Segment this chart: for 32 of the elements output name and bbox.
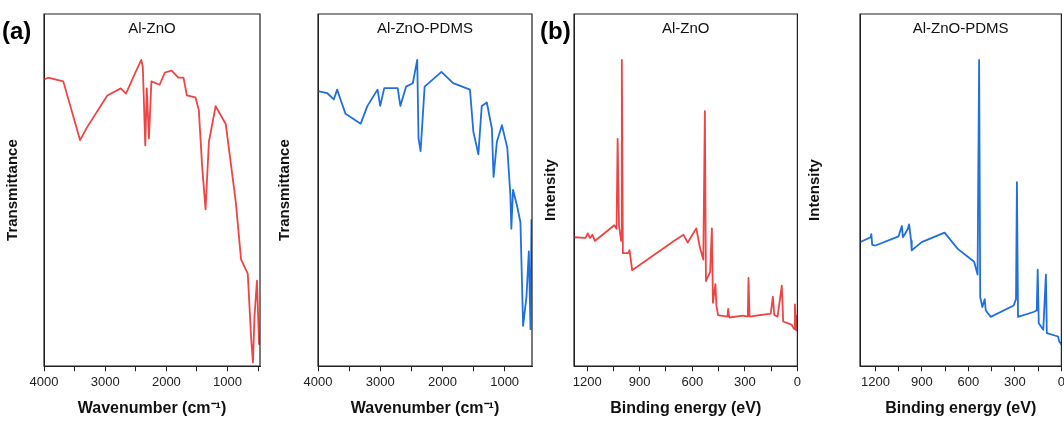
x-tick-label: 2000 xyxy=(151,373,181,389)
chart-title: Al-ZnO xyxy=(661,18,710,36)
x-tick-label: 3000 xyxy=(365,373,395,389)
x-axis-title: Wavenumber (cm⁻¹) xyxy=(77,398,227,416)
x-tick-label: 2000 xyxy=(427,373,457,389)
x-tick-label: 4000 xyxy=(29,373,59,389)
chart-title: Al-ZnO-PDMS xyxy=(912,18,1009,36)
chart-title: Al-ZnO xyxy=(128,18,176,36)
x-axis-title: Binding energy (eV) xyxy=(885,398,1037,416)
x-tick-label: 600 xyxy=(957,373,980,389)
y-axis-title: Intensity xyxy=(541,158,559,221)
x-tick-label: 600 xyxy=(681,373,704,389)
x-tick-label: 900 xyxy=(628,373,651,389)
x-axis-title: Wavenumber (cm⁻¹) xyxy=(350,398,500,416)
y-axis-title: Intensity xyxy=(805,158,823,221)
y-axis-title: Transmittance xyxy=(275,139,293,241)
x-tick-label: 300 xyxy=(733,373,756,389)
x-tick-label: 900 xyxy=(911,373,933,389)
x-tick-label: 0 xyxy=(793,373,801,389)
x-tick-label: 1200 xyxy=(572,373,602,389)
x-tick-label: 3000 xyxy=(90,373,120,389)
text: (a) xyxy=(2,16,32,44)
text: (b) xyxy=(540,16,571,44)
chart-title: Al-ZnO-PDMS xyxy=(377,18,473,36)
y-axis-title: Transmittance xyxy=(3,139,21,241)
x-axis-title: Binding energy (eV) xyxy=(610,398,762,416)
x-tick-label: 1200 xyxy=(861,373,890,389)
x-tick-label: 1000 xyxy=(213,373,243,389)
x-tick-label: 4000 xyxy=(303,373,333,389)
x-tick-label: 1000 xyxy=(490,373,520,389)
x-tick-label: 0 xyxy=(1057,373,1064,389)
x-tick-label: 300 xyxy=(1004,373,1026,389)
